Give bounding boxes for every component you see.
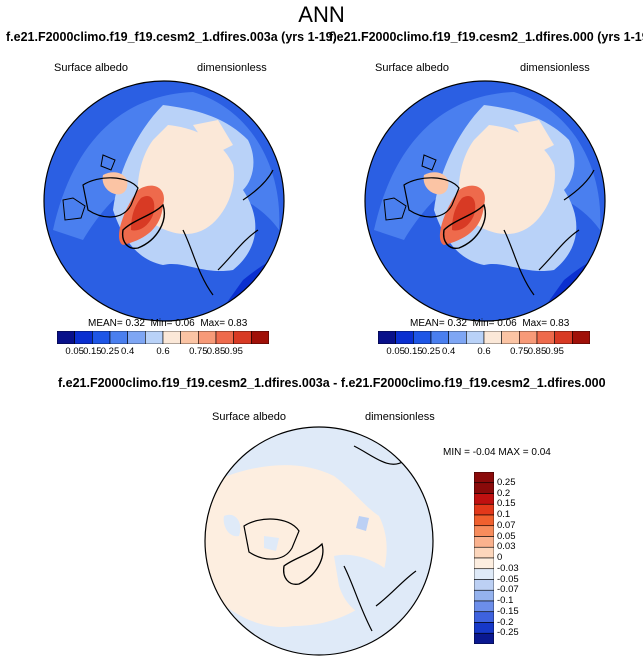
panel-right-map — [364, 80, 606, 322]
diff-colorbar — [474, 472, 494, 644]
panel-left-colorbar-labels: 0.05 0.15 0.25 0.4 0.6 0.75 0.85 0.95 — [57, 346, 269, 358]
right-colorbar-swatch — [554, 331, 573, 344]
left-colorbar-swatch — [198, 331, 217, 344]
diff-colorbar-swatch — [474, 514, 494, 527]
left-colorbar-swatch — [180, 331, 199, 344]
right-colorbar-swatch — [501, 331, 520, 344]
diff-colorbar-swatch — [474, 622, 494, 634]
right-colorbar-swatch — [395, 331, 414, 344]
panel-right-stats: MEAN= 0.32 Min= 0.06 Max= 0.83 — [410, 318, 570, 329]
diff-colorbar-tick-label: -0.03 — [497, 562, 519, 574]
right-colorbar-tick-label: 0.15 — [404, 346, 423, 357]
left-colorbar-swatch — [162, 331, 181, 344]
left-colorbar-swatch — [74, 331, 93, 344]
diff-colorbar-swatch — [474, 557, 494, 570]
diff-colorbar-swatch — [474, 472, 494, 484]
left-colorbar-swatch — [92, 331, 111, 344]
panel-right-units: dimensionless — [520, 62, 590, 74]
diff-units: dimensionless — [365, 411, 435, 423]
diff-colorbar-tick-label: -0.15 — [497, 605, 519, 617]
right-colorbar-tick-label: 0.85 — [527, 346, 547, 357]
diff-colorbar-tick-label: -0.1 — [497, 595, 514, 606]
diff-colorbar-swatch — [474, 611, 494, 623]
panel-right-colorbar-labels: 0.05 0.15 0.25 0.4 0.6 0.75 0.85 0.95 — [378, 346, 590, 358]
panel-left-colorbar — [57, 331, 269, 344]
left-colorbar-swatch — [251, 331, 269, 344]
panel-right-case-title: f.e21.F2000climo.f19_f19.cesm2_1.dfires.… — [329, 30, 643, 44]
diff-colorbar-swatch — [474, 579, 494, 591]
left-colorbar-swatch — [233, 331, 252, 344]
diff-colorbar-tick-label: 0.15 — [497, 498, 516, 510]
right-colorbar-tick-label: 0.05 — [386, 346, 405, 357]
diff-colorbar-swatch — [474, 536, 494, 548]
left-colorbar-tick-label: 0.95 — [224, 346, 243, 357]
panel-right-colorbar — [378, 331, 590, 344]
diff-colorbar-tick-label: 0.25 — [497, 476, 516, 488]
diff-colorbar-tick-label: -0.25 — [497, 627, 519, 639]
diff-colorbar-swatch — [474, 568, 494, 580]
panel-left-map — [43, 80, 285, 322]
right-colorbar-swatch — [483, 331, 502, 344]
right-colorbar-swatch — [466, 331, 485, 344]
diff-variable: Surface albedo — [212, 411, 286, 423]
diff-colorbar-swatch — [474, 600, 494, 613]
diff-colorbar-tick-label: 0.1 — [497, 509, 511, 520]
right-colorbar-swatch — [448, 331, 467, 344]
diff-title: f.e21.F2000climo.f19_f19.cesm2_1.dfires.… — [58, 376, 606, 390]
diff-colorbar-tick-label: -0.2 — [497, 616, 514, 628]
left-colorbar-tick-label: 0.75 — [189, 346, 208, 357]
right-colorbar-tick-label: 0.4 — [442, 346, 456, 357]
left-colorbar-tick-label: 0.85 — [206, 346, 226, 357]
panel-left-stats: MEAN= 0.32 Min= 0.06 Max= 0.83 — [88, 318, 248, 329]
diff-colorbar-tick-label: -0.07 — [497, 584, 519, 596]
left-colorbar-swatch — [109, 331, 128, 344]
left-colorbar-swatch — [57, 331, 75, 344]
diff-colorbar-tick-label: 0.03 — [497, 541, 516, 553]
diff-colorbar-swatch — [474, 589, 494, 602]
left-colorbar-tick-label: 0.4 — [121, 346, 135, 357]
right-colorbar-tick-label: 0.25 — [421, 346, 441, 357]
left-colorbar-swatch — [215, 331, 234, 344]
right-colorbar-swatch — [430, 331, 449, 344]
diff-colorbar-tick-label: 0 — [497, 552, 503, 563]
diff-colorbar-swatch — [474, 632, 494, 644]
panel-left-units: dimensionless — [197, 62, 267, 74]
diff-colorbar-tick-label: -0.05 — [497, 573, 519, 585]
panel-right-variable: Surface albedo — [375, 62, 449, 74]
diff-colorbar-labels: 0.25 0.2 0.15 0.1 0.07 0.05 0.03 0 -0.03 -0.05 -0.… — [497, 472, 537, 644]
left-colorbar-tick-label: 0.15 — [83, 346, 102, 357]
diff-colorbar-swatch — [474, 493, 494, 505]
right-colorbar-tick-label: 0.6 — [477, 346, 491, 357]
right-colorbar-swatch — [572, 331, 590, 344]
plot-title: ANN — [298, 2, 345, 27]
diff-colorbar-swatch — [474, 482, 494, 494]
right-colorbar-tick-label: 0.75 — [510, 346, 529, 357]
diff-colorbar-tick-label: 0.05 — [497, 530, 516, 542]
diff-stats: MIN = -0.04 MAX = 0.04 — [443, 447, 551, 458]
diff-colorbar-tick-label: 0.07 — [497, 519, 516, 531]
diff-colorbar-tick-label: 0.2 — [497, 487, 511, 499]
right-colorbar-swatch — [536, 331, 555, 344]
diff-colorbar-swatch — [474, 525, 494, 537]
diff-map — [204, 426, 434, 656]
diff-colorbar-swatch — [474, 546, 494, 559]
diff-colorbar-swatch — [474, 503, 494, 516]
left-colorbar-tick-label: 0.25 — [100, 346, 120, 357]
panel-left-variable: Surface albedo — [54, 62, 128, 74]
right-colorbar-swatch — [378, 331, 396, 344]
right-colorbar-swatch — [519, 331, 538, 344]
left-colorbar-tick-label: 0.05 — [65, 346, 84, 357]
left-colorbar-swatch — [145, 331, 164, 344]
right-colorbar-tick-label: 0.95 — [545, 346, 564, 357]
panel-left-case-title: f.e21.F2000climo.f19_f19.cesm2_1.dfires.… — [6, 30, 337, 44]
left-colorbar-swatch — [127, 331, 146, 344]
right-colorbar-swatch — [413, 331, 432, 344]
left-colorbar-tick-label: 0.6 — [156, 346, 170, 357]
